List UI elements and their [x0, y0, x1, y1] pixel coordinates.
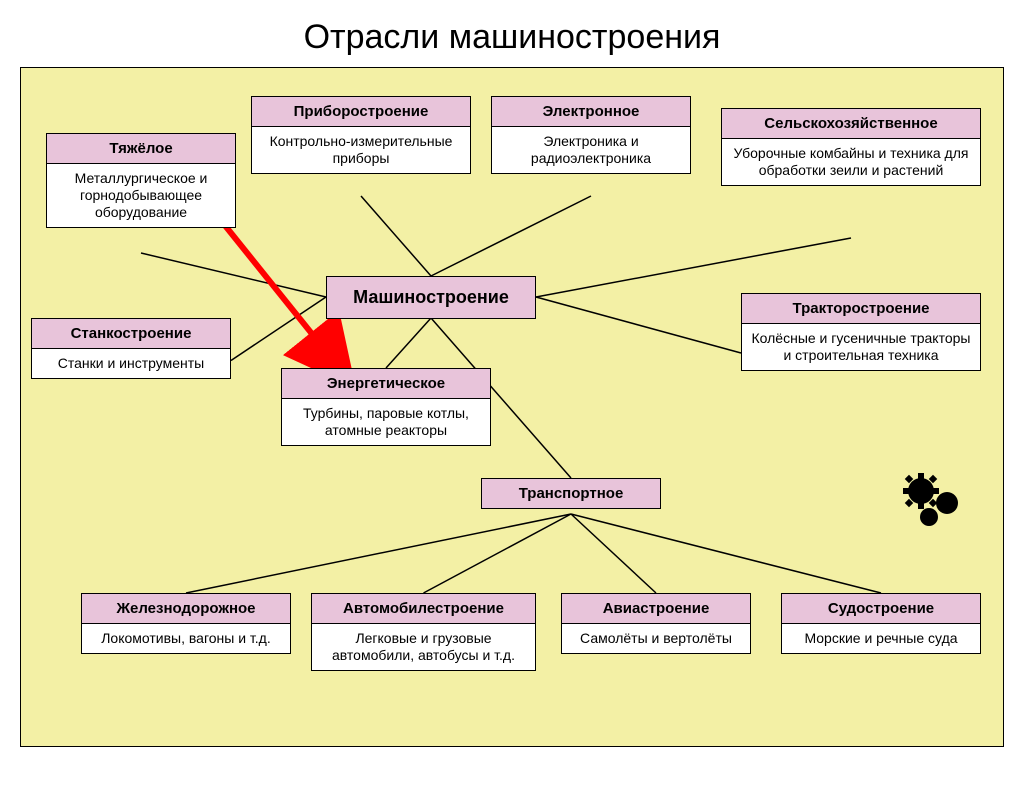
edge-line — [571, 514, 881, 593]
page-title: Отрасли машиностроения — [0, 18, 1024, 57]
node-body: Электроника и радиоэлектроника — [492, 127, 690, 173]
node-header: Тяжёлое — [47, 134, 235, 164]
node-header: Тракторостроение — [742, 294, 980, 324]
node-body: Металлургическое и горнодобывающее обору… — [47, 164, 235, 226]
node-body: Легковые и грузовые автомобили, автобусы… — [312, 624, 535, 670]
node-rail: ЖелезнодорожноеЛокомотивы, вагоны и т.д. — [81, 593, 291, 654]
node-header: Транспортное — [482, 479, 660, 508]
node-machine_tool: СтанкостроениеСтанки и инструменты — [31, 318, 231, 379]
node-header: Железнодорожное — [82, 594, 290, 624]
edge-line — [386, 318, 431, 368]
node-energy: ЭнергетическоеТурбины, паровые котлы, ат… — [281, 368, 491, 446]
edge-line — [231, 297, 326, 361]
node-instrument: ПриборостроениеКонтрольно-измерительные … — [251, 96, 471, 174]
edge-line — [186, 514, 571, 593]
gears-icon — [901, 473, 971, 533]
node-body: Морские и речные суда — [782, 624, 980, 653]
node-electronic: ЭлектронноеЭлектроника и радиоэлектроник… — [491, 96, 691, 174]
node-body: Колёсные и гусеничные тракторы и строите… — [742, 324, 980, 370]
edge-line — [424, 514, 572, 593]
node-center: Машиностроение — [326, 276, 536, 319]
edge-line — [141, 253, 326, 297]
node-header: Электронное — [492, 97, 690, 127]
edge-line — [536, 297, 741, 353]
edge-line — [361, 196, 431, 276]
node-agri: СельскохозяйственноеУборочные комбайны и… — [721, 108, 981, 186]
node-header: Приборостроение — [252, 97, 470, 127]
node-tractor: ТракторостроениеКолёсные и гусеничные тр… — [741, 293, 981, 371]
node-header: Автомобилестроение — [312, 594, 535, 624]
node-avia: АвиастроениеСамолёты и вертолёты — [561, 593, 751, 654]
node-header: Сельскохозяйственное — [722, 109, 980, 139]
edge-line — [571, 514, 656, 593]
node-header: Станкостроение — [32, 319, 230, 349]
node-header: Энергетическое — [282, 369, 490, 399]
node-body: Уборочные комбайны и техника для обработ… — [722, 139, 980, 185]
edge-line — [431, 196, 591, 276]
node-auto: АвтомобилестроениеЛегковые и грузовые ав… — [311, 593, 536, 671]
node-body: Станки и инструменты — [32, 349, 230, 378]
node-heavy: ТяжёлоеМеталлургическое и горнодобывающе… — [46, 133, 236, 228]
node-body: Локомотивы, вагоны и т.д. — [82, 624, 290, 653]
node-header: Судостроение — [782, 594, 980, 624]
node-body: Контрольно-измерительные приборы — [252, 127, 470, 173]
node-ship: СудостроениеМорские и речные суда — [781, 593, 981, 654]
node-body: Самолёты и вертолёты — [562, 624, 750, 653]
node-body: Турбины, паровые котлы, атомные реакторы — [282, 399, 490, 445]
diagram-canvas: Машиностроение ТяжёлоеМеталлургическое и … — [20, 67, 1004, 747]
node-header: Авиастроение — [562, 594, 750, 624]
edge-line — [536, 238, 851, 297]
node-header: Машиностроение — [327, 277, 535, 318]
node-transport: Транспортное — [481, 478, 661, 509]
